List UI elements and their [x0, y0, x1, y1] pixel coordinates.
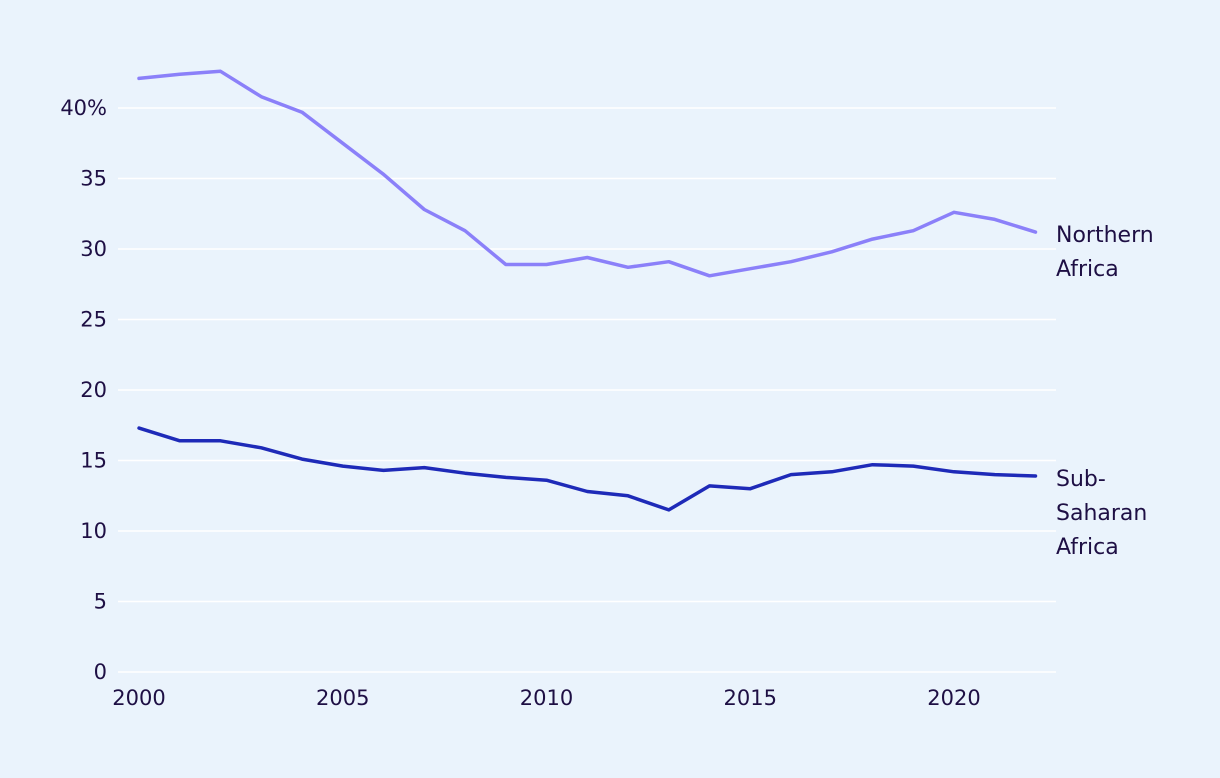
series-label-line: Saharan	[1056, 501, 1147, 526]
series-label-line: Sub-	[1056, 467, 1106, 492]
series-label-line: Africa	[1056, 257, 1119, 282]
y-tick-label: 30	[80, 237, 107, 261]
x-tick-label: 2010	[520, 686, 573, 710]
y-tick-label: 40%	[60, 96, 107, 120]
series-label-line: Northern	[1056, 223, 1154, 248]
y-tick-label: 15	[80, 449, 107, 473]
x-tick-label: 2020	[927, 686, 980, 710]
y-tick-label: 35	[80, 167, 107, 191]
x-tick-label: 2000	[112, 686, 165, 710]
y-tick-label: 10	[80, 519, 107, 543]
series-label-sub-saharan-africa: Sub- Saharan Africa	[1056, 467, 1147, 560]
series-lines	[137, 69, 1038, 512]
x-tick-label: 2005	[316, 686, 369, 710]
series-labels: Northern Africa Sub- Saharan Africa	[1056, 223, 1154, 560]
grid-layer	[118, 107, 1056, 673]
y-tick-label: 0	[94, 660, 107, 684]
x-axis-tick-labels: 2000 2005 2010 2015 2020	[112, 686, 980, 710]
series-line-sub-saharan-africa	[137, 426, 1038, 512]
y-axis-tick-labels: 0 5 10 15 20 25 30 35 40%	[60, 96, 107, 684]
y-tick-label: 25	[80, 308, 107, 332]
x-tick-label: 2015	[724, 686, 777, 710]
series-label-northern-africa: Northern Africa	[1056, 223, 1154, 282]
y-tick-label: 20	[80, 378, 107, 402]
series-label-line: Africa	[1056, 535, 1119, 560]
y-tick-label: 5	[94, 590, 107, 614]
series-line-northern-africa	[137, 69, 1038, 278]
